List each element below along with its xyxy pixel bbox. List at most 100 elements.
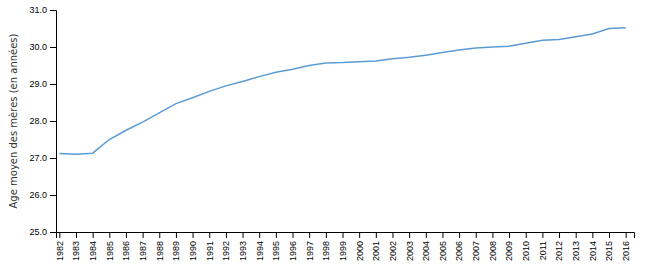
x-tick-label: 1982 <box>55 241 65 261</box>
x-tick: 1990 <box>188 232 198 261</box>
x-tick-label: 2010 <box>521 241 531 261</box>
y-tick: 27.0 <box>29 153 56 163</box>
x-tick-label: 1995 <box>271 241 281 261</box>
x-tick-label: 1994 <box>255 241 265 261</box>
x-tick-mark <box>442 232 443 238</box>
y-tick-label: 26.0 <box>29 190 47 200</box>
y-axis: 25.0 26.0 27.0 28.0 29.0 30.0 31.0 <box>29 5 56 237</box>
x-tick-mark <box>509 232 510 238</box>
y-tick: 26.0 <box>29 190 56 200</box>
x-tick: 2003 <box>405 232 415 261</box>
x-tick-label: 1988 <box>155 241 165 261</box>
x-tick-label: 2008 <box>488 241 498 261</box>
x-tick-mark <box>159 232 160 238</box>
x-tick: 2009 <box>504 232 514 261</box>
y-tick: 31.0 <box>29 5 56 15</box>
x-tick-label: 2005 <box>438 241 448 261</box>
x-tick-mark <box>176 232 177 238</box>
x-tick-label: 2003 <box>405 241 415 261</box>
y-tick-mark <box>50 195 56 196</box>
x-tick-mark <box>343 232 344 238</box>
x-tick: 2011 <box>538 232 548 260</box>
x-tick-label: 2014 <box>588 241 598 261</box>
x-tick-mark <box>526 232 527 238</box>
x-tick: 1986 <box>121 232 131 261</box>
x-tick-label: 2016 <box>621 241 631 261</box>
x-tick: 1988 <box>155 232 165 261</box>
x-tick: 1992 <box>221 232 231 261</box>
x-tick-mark <box>559 232 560 238</box>
x-tick: 1989 <box>171 232 181 261</box>
y-tick-label: 25.0 <box>29 227 47 237</box>
x-tick-mark <box>143 232 144 238</box>
x-tick-mark <box>259 232 260 238</box>
x-tick-label: 2004 <box>421 241 431 261</box>
x-tick: 2010 <box>521 232 531 261</box>
x-tick-mark <box>293 232 294 238</box>
y-tick-mark <box>50 232 56 233</box>
x-tick: 1994 <box>255 232 265 261</box>
x-tick: 1984 <box>88 232 98 261</box>
x-tick-label: 2007 <box>471 241 481 261</box>
x-tick-mark <box>76 232 77 238</box>
x-tick-label: 2002 <box>388 241 398 261</box>
x-tick-label: 2013 <box>571 241 581 261</box>
marks <box>59 28 625 155</box>
x-tick-label: 2015 <box>604 241 614 261</box>
x-tick-mark <box>576 232 577 238</box>
x-tick-mark <box>93 232 94 238</box>
y-tick-label: 30.0 <box>29 42 47 52</box>
x-tick: 2008 <box>488 232 498 261</box>
x-tick-mark <box>459 232 460 238</box>
x-tick: 1982 <box>55 232 65 261</box>
x-tick-mark <box>476 232 477 238</box>
y-tick-mark <box>50 10 56 11</box>
plot-area: 1982 1983 1984 1985 1986 1987 1988 1989 1990 1991… <box>29 5 634 261</box>
x-tick-label: 1985 <box>105 241 115 261</box>
x-tick-mark <box>609 232 610 238</box>
x-tick-mark <box>209 232 210 238</box>
x-tick-label: 1989 <box>171 241 181 261</box>
x-tick: 2012 <box>554 232 564 261</box>
x-tick-label: 2012 <box>554 241 564 261</box>
x-tick: 2007 <box>471 232 481 261</box>
x-axis-line <box>57 233 635 239</box>
y-tick: 28.0 <box>29 116 56 126</box>
x-tick: 1999 <box>338 232 348 261</box>
x-tick: 1991 <box>205 232 215 261</box>
x-axis: 1982 1983 1984 1985 1986 1987 1988 1989 1990 1991… <box>55 232 635 261</box>
x-tick: 1998 <box>321 232 331 261</box>
y-tick: 29.0 <box>29 79 56 89</box>
x-tick-mark <box>492 232 493 238</box>
x-tick-mark <box>359 232 360 238</box>
x-tick-label: 1997 <box>305 241 315 261</box>
x-tick-mark <box>109 232 110 238</box>
x-tick-label: 1991 <box>205 241 215 261</box>
x-tick-mark <box>59 232 60 238</box>
y-tick-label: 31.0 <box>29 5 47 15</box>
x-tick-label: 1999 <box>338 241 348 261</box>
x-tick: 1996 <box>288 232 298 261</box>
x-tick-mark <box>193 232 194 238</box>
x-tick: 2006 <box>454 232 464 261</box>
y-tick-label: 27.0 <box>29 153 47 163</box>
y-tick-label: 28.0 <box>29 116 47 126</box>
x-tick-mark <box>326 232 327 238</box>
x-tick: 1983 <box>71 232 81 261</box>
x-tick: 2000 <box>355 232 365 261</box>
x-tick: 1993 <box>238 232 248 261</box>
x-tick-mark <box>409 232 410 238</box>
y-tick: 30.0 <box>29 42 56 52</box>
x-tick: 1987 <box>138 232 148 261</box>
y-tick-mark <box>50 84 56 85</box>
x-tick-label: 2009 <box>504 241 514 261</box>
y-tick-mark <box>50 47 56 48</box>
x-tick: 2002 <box>388 232 398 261</box>
x-tick-label: 1990 <box>188 241 198 261</box>
x-tick-mark <box>542 232 543 238</box>
x-tick: 1995 <box>271 232 281 261</box>
x-tick: 2016 <box>621 232 631 261</box>
x-tick-mark <box>426 232 427 238</box>
x-tick: 1985 <box>105 232 115 261</box>
x-tick-mark <box>376 232 377 238</box>
